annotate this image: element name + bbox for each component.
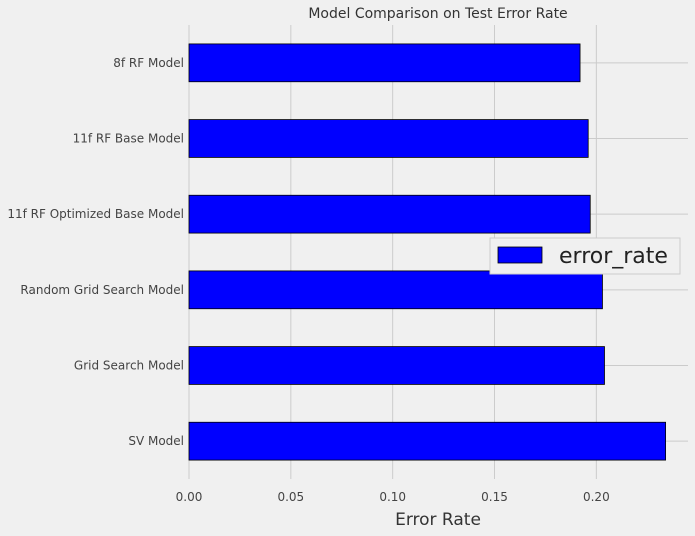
bar xyxy=(188,119,589,158)
bar xyxy=(188,346,605,385)
x-axis-label: Error Rate xyxy=(395,510,481,530)
legend: error_rate xyxy=(489,237,681,275)
x-tick-labels: 0.00 0.05 0.10 0.15 0.20 xyxy=(176,490,610,504)
bar xyxy=(188,43,581,83)
y-tick-label: 11f RF Optimized Base Model xyxy=(7,207,184,221)
x-tick-label: 0.05 xyxy=(277,490,304,504)
x-tick-label: 0.20 xyxy=(583,490,610,504)
legend-swatch xyxy=(497,246,543,264)
bar xyxy=(188,194,591,234)
y-tick-label: Grid Search Model xyxy=(74,359,184,373)
bar xyxy=(188,270,603,310)
y-tick-label: 11f RF Base Model xyxy=(73,132,184,146)
y-tick-label: Random Grid Search Model xyxy=(20,283,184,297)
x-tick-label: 0.00 xyxy=(176,490,203,504)
bars xyxy=(188,43,666,461)
y-tick-labels: 8f RF Model 11f RF Base Model 11f RF Optim… xyxy=(7,56,184,448)
y-tick-label: SV Model xyxy=(128,434,184,448)
chart-title: Model Comparison on Test Error Rate xyxy=(308,6,567,22)
y-tick-label: 8f RF Model xyxy=(113,56,184,70)
x-tick-label: 0.10 xyxy=(379,490,406,504)
x-tick-label: 0.15 xyxy=(481,490,508,504)
legend-label: error_rate xyxy=(559,244,668,269)
bar xyxy=(188,421,666,461)
